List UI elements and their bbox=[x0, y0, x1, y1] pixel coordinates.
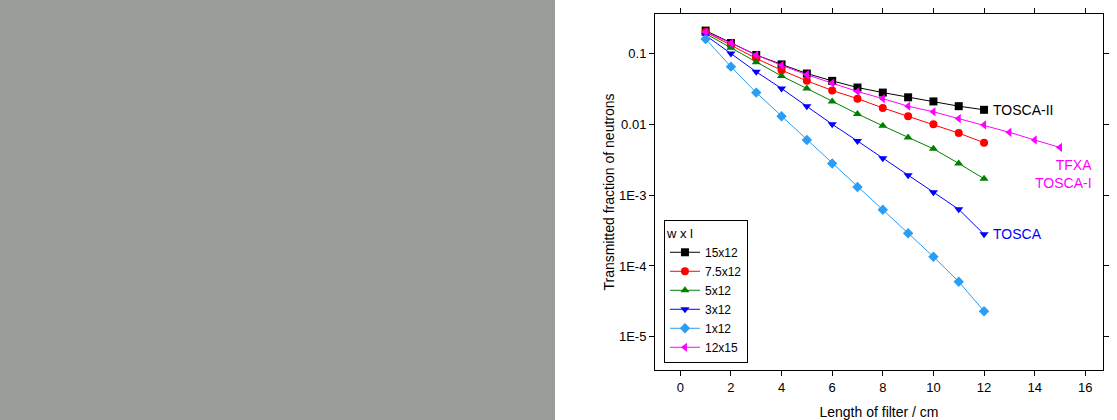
svg-text:4: 4 bbox=[778, 380, 785, 395]
svg-text:6: 6 bbox=[829, 380, 836, 395]
svg-text:w x l: w x l bbox=[666, 226, 693, 241]
svg-text:2: 2 bbox=[727, 380, 734, 395]
svg-text:Length of filter / cm: Length of filter / cm bbox=[819, 404, 938, 420]
svg-text:0.01: 0.01 bbox=[621, 117, 646, 132]
svg-text:16: 16 bbox=[1078, 380, 1092, 395]
svg-text:1E-4: 1E-4 bbox=[619, 259, 646, 274]
svg-text:10: 10 bbox=[926, 380, 940, 395]
svg-text:1x12: 1x12 bbox=[705, 322, 731, 336]
svg-text:1E-3: 1E-3 bbox=[619, 188, 646, 203]
svg-text:12x15: 12x15 bbox=[705, 341, 738, 355]
svg-text:Transmitted fraction of neutro: Transmitted fraction of neutrons bbox=[601, 93, 617, 290]
svg-text:0: 0 bbox=[677, 380, 684, 395]
svg-text:TFXATOSCA-I: TFXATOSCA-I bbox=[1035, 157, 1092, 191]
svg-text:14: 14 bbox=[1027, 380, 1041, 395]
svg-text:TOSCA-II: TOSCA-II bbox=[993, 102, 1053, 118]
svg-text:1E-5: 1E-5 bbox=[619, 329, 646, 344]
svg-text:0.1: 0.1 bbox=[628, 46, 646, 61]
svg-text:TOSCA: TOSCA bbox=[993, 226, 1042, 242]
svg-text:12: 12 bbox=[977, 380, 991, 395]
svg-text:3x12: 3x12 bbox=[705, 303, 731, 317]
svg-text:8: 8 bbox=[879, 380, 886, 395]
svg-text:5x12: 5x12 bbox=[705, 284, 731, 298]
svg-text:7.5x12: 7.5x12 bbox=[705, 265, 741, 279]
svg-text:15x12: 15x12 bbox=[705, 246, 738, 260]
